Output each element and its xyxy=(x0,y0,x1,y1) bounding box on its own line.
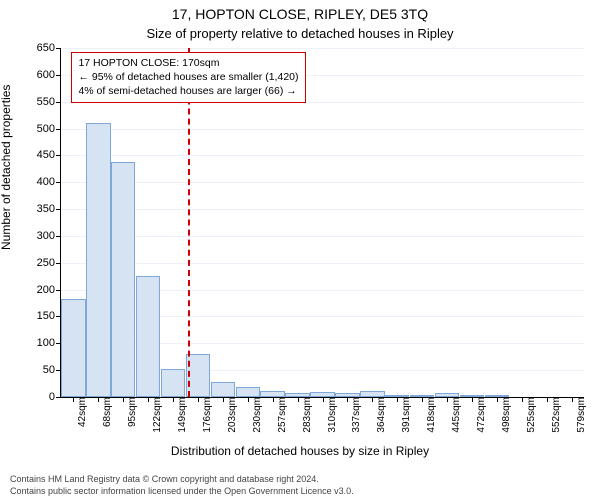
xtick-label: 149sqm xyxy=(173,397,188,433)
ytick-label: 350 xyxy=(37,203,61,215)
histogram-plot: 0501001502002503003504004505005506006504… xyxy=(60,48,584,398)
ytick-label: 650 xyxy=(37,42,61,54)
histogram-bar xyxy=(86,123,110,397)
ytick-label: 300 xyxy=(37,230,61,242)
y-axis-label: Number of detached properties xyxy=(0,85,13,250)
ytick-label: 200 xyxy=(37,284,61,296)
gridline xyxy=(61,48,584,49)
ytick-label: 550 xyxy=(37,96,61,108)
gridline xyxy=(61,129,584,130)
xtick-label: 472sqm xyxy=(472,397,487,433)
gridline xyxy=(61,263,584,264)
histogram-bar xyxy=(161,369,185,397)
histogram-bar xyxy=(61,299,85,397)
page-subtitle: Size of property relative to detached ho… xyxy=(0,26,600,41)
ytick-label: 50 xyxy=(43,364,61,376)
ytick-label: 250 xyxy=(37,257,61,269)
xtick-label: 445sqm xyxy=(447,397,462,433)
xtick-label: 525sqm xyxy=(522,397,537,433)
ytick-label: 500 xyxy=(37,123,61,135)
xtick-label: 552sqm xyxy=(547,397,562,433)
gridline xyxy=(61,236,584,237)
xtick-label: 176sqm xyxy=(198,397,213,433)
annotation-box: 17 HOPTON CLOSE: 170sqm← 95% of detached… xyxy=(71,52,305,103)
histogram-bar xyxy=(111,162,135,397)
xtick-label: 68sqm xyxy=(98,397,113,427)
xtick-label: 579sqm xyxy=(572,397,587,433)
ytick-label: 400 xyxy=(37,176,61,188)
footer-copyright-2: Contains public sector information licen… xyxy=(10,486,354,496)
gridline xyxy=(61,209,584,210)
xtick-label: 498sqm xyxy=(497,397,512,433)
histogram-bar xyxy=(236,387,260,397)
annotation-line-2: ← 95% of detached houses are smaller (1,… xyxy=(78,70,298,84)
xtick-label: 283sqm xyxy=(298,397,313,433)
xtick-label: 364sqm xyxy=(372,397,387,433)
xtick-label: 337sqm xyxy=(347,397,362,433)
gridline xyxy=(61,182,584,183)
xtick-label: 391sqm xyxy=(397,397,412,433)
xtick-label: 95sqm xyxy=(123,397,138,427)
ytick-label: 150 xyxy=(37,310,61,322)
ytick-label: 0 xyxy=(49,391,61,403)
ytick-label: 100 xyxy=(37,337,61,349)
xtick-label: 203sqm xyxy=(223,397,238,433)
ytick-label: 600 xyxy=(37,69,61,81)
xtick-label: 310sqm xyxy=(323,397,338,433)
x-axis-label: Distribution of detached houses by size … xyxy=(0,444,600,458)
ytick-label: 450 xyxy=(37,149,61,161)
xtick-label: 230sqm xyxy=(248,397,263,433)
xtick-label: 42sqm xyxy=(73,397,88,427)
xtick-label: 418sqm xyxy=(422,397,437,433)
xtick-label: 122sqm xyxy=(148,397,163,433)
gridline xyxy=(61,155,584,156)
xtick-label: 257sqm xyxy=(273,397,288,433)
histogram-bar xyxy=(211,382,235,397)
annotation-line-3: 4% of semi-detached houses are larger (6… xyxy=(78,84,298,98)
annotation-line-1: 17 HOPTON CLOSE: 170sqm xyxy=(78,56,298,70)
page-title: 17, HOPTON CLOSE, RIPLEY, DE5 3TQ xyxy=(0,6,600,22)
footer-copyright-1: Contains HM Land Registry data © Crown c… xyxy=(10,474,319,484)
histogram-bar xyxy=(136,276,160,397)
